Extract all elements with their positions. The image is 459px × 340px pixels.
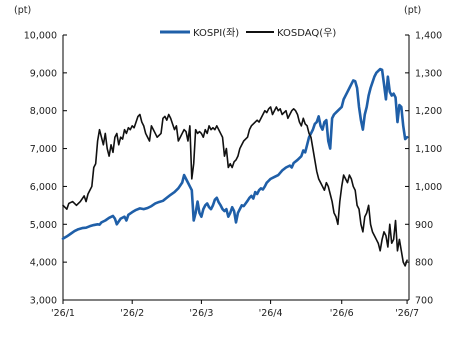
right-tick-label: 1,300 bbox=[415, 68, 442, 79]
right-tick-label: 1,400 bbox=[415, 31, 442, 42]
left-tick-label: 5,000 bbox=[30, 220, 57, 231]
right-axis-unit: (pt) bbox=[404, 5, 421, 16]
left-tick-label: 6,000 bbox=[30, 182, 57, 193]
right-tick-label: 1,200 bbox=[415, 106, 442, 117]
x-tick-label: '26/3 bbox=[189, 308, 213, 319]
left-tick-label: 3,000 bbox=[30, 296, 57, 307]
right-tick-label: 1,100 bbox=[415, 144, 442, 155]
right-tick-label: 700 bbox=[415, 296, 433, 307]
x-tick-label: '26/1 bbox=[51, 308, 75, 319]
axes bbox=[62, 34, 410, 304]
x-tick-label: '26/4 bbox=[259, 308, 283, 319]
x-tick-label: '26/7 bbox=[395, 308, 419, 319]
legend: KOSPI(좌) KOSDAQ(우) bbox=[160, 27, 336, 39]
legend-label-kosdaq: KOSDAQ(우) bbox=[277, 27, 336, 39]
right-tick-label: 900 bbox=[415, 220, 433, 231]
x-tick-label: '26/2 bbox=[120, 308, 144, 319]
x-tick-label: '26/6 bbox=[330, 308, 354, 319]
tick-labels: 3,000 4,000 5,000 6,000 7,000 8,000 9,000 10,00… bbox=[24, 31, 442, 320]
right-tick-label: 800 bbox=[415, 258, 433, 269]
series-lines bbox=[61, 67, 409, 267]
left-tick-label: 8,000 bbox=[30, 106, 57, 117]
left-tick-label: 7,000 bbox=[30, 144, 57, 155]
left-tick-label: 10,000 bbox=[24, 31, 57, 42]
legend-label-kospi: KOSPI(좌) bbox=[193, 27, 239, 39]
left-tick-label: 9,000 bbox=[30, 68, 57, 79]
series-line-kospi bbox=[61, 67, 409, 240]
series-line-kosdaq bbox=[62, 106, 408, 267]
left-tick-label: 4,000 bbox=[30, 258, 57, 269]
left-axis-unit: (pt) bbox=[14, 5, 31, 16]
right-tick-label: 1,000 bbox=[415, 182, 442, 193]
